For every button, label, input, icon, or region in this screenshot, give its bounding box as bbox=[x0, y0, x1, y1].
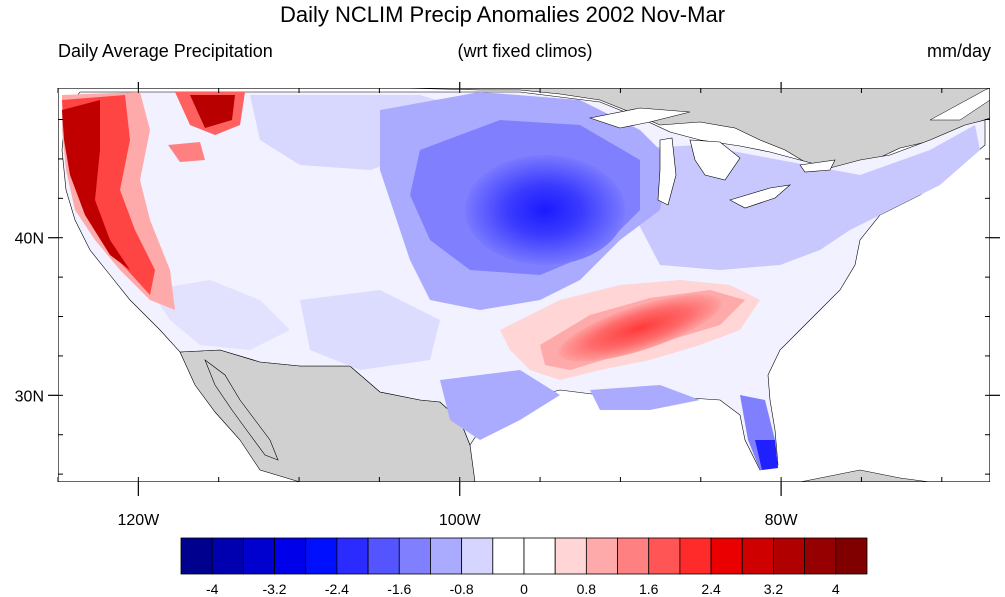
colorbar-label: 0.8 bbox=[577, 581, 597, 597]
colorbar-swatch bbox=[585, 537, 618, 575]
anomaly-core bbox=[465, 155, 625, 265]
colorbar-swatch bbox=[180, 537, 213, 575]
colorbar-label: 1.6 bbox=[639, 581, 659, 597]
lake-ontario bbox=[799, 159, 836, 173]
colorbar-swatch bbox=[492, 537, 525, 575]
subtitle-left: Daily Average Precipitation bbox=[58, 41, 273, 61]
colorbar-swatch bbox=[648, 537, 681, 575]
colorbar: -4 -3.2 -2.4 -1.6 -0.8 0 0.8 1.6 2.4 3.2 4 bbox=[180, 537, 868, 597]
colorbar-swatch bbox=[554, 537, 587, 575]
lake-erie bbox=[729, 184, 791, 209]
colorbar-label: -1.6 bbox=[387, 581, 411, 597]
units-label: mm/day bbox=[926, 41, 991, 61]
anomaly-region bbox=[590, 385, 700, 410]
lake-huron bbox=[689, 139, 741, 181]
colorbar-swatch bbox=[741, 537, 774, 575]
anomaly-core bbox=[558, 294, 722, 362]
lat-tick-label: 30N bbox=[15, 388, 44, 405]
colorbar-label: -3.2 bbox=[262, 581, 286, 597]
colorbar-swatch bbox=[430, 537, 463, 575]
colorbar-label: -2.4 bbox=[325, 581, 349, 597]
lon-tick-label: 120W bbox=[117, 512, 160, 529]
colorbar-label: 0 bbox=[520, 581, 528, 597]
colorbar-swatch bbox=[804, 537, 837, 575]
colorbar-swatch bbox=[461, 537, 494, 575]
anomaly-region bbox=[168, 142, 205, 162]
colorbar-label: 3.2 bbox=[764, 581, 784, 597]
caribbean-land bbox=[799, 469, 931, 482]
anomaly-region bbox=[300, 290, 440, 370]
baja-peninsula bbox=[204, 359, 279, 461]
colorbar-swatch bbox=[679, 537, 712, 575]
subtitle-center: (wrt fixed climos) bbox=[457, 41, 593, 61]
colorbar-swatch bbox=[398, 537, 431, 575]
lon-tick-label: 100W bbox=[439, 512, 482, 529]
anomaly-region bbox=[150, 280, 290, 350]
anomaly-region bbox=[190, 95, 235, 128]
colorbar-swatch bbox=[305, 537, 338, 575]
colorbar-swatch bbox=[523, 537, 556, 575]
anomaly-region bbox=[600, 125, 980, 270]
colorbar-swatch bbox=[242, 537, 275, 575]
coast-inlet bbox=[929, 88, 990, 121]
map-title: Daily NCLIM Precip Anomalies 2002 Nov-Ma… bbox=[279, 2, 726, 27]
lat-tick-label: 40N bbox=[15, 231, 44, 248]
map-axes: 120W 100W 80W 40N 30N bbox=[15, 82, 1000, 529]
anomaly-region bbox=[62, 100, 130, 270]
colorbar-swatch bbox=[211, 537, 244, 575]
colorbar-swatch bbox=[336, 537, 369, 575]
colorbar-label: 4 bbox=[832, 581, 840, 597]
lon-tick-label: 80W bbox=[765, 512, 799, 529]
lake-michigan bbox=[657, 137, 677, 206]
colorbar-swatch bbox=[367, 537, 400, 575]
colorbar-label: -0.8 bbox=[450, 581, 474, 597]
colorbar-swatch bbox=[835, 537, 868, 575]
map-plot-area bbox=[58, 88, 990, 482]
colorbar-swatch bbox=[617, 537, 650, 575]
colorbar-label: -4 bbox=[206, 581, 219, 597]
lake-superior bbox=[588, 107, 691, 129]
colorbar-swatch bbox=[710, 537, 743, 575]
colorbar-swatch bbox=[773, 537, 806, 575]
colorbar-swatch bbox=[274, 537, 307, 575]
anomaly-region bbox=[755, 440, 778, 470]
anomaly-region bbox=[440, 370, 560, 440]
colorbar-label: 2.4 bbox=[701, 581, 721, 597]
